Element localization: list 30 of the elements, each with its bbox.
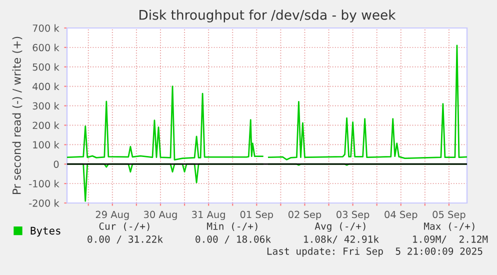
text: Avg (-/+) — [314, 222, 366, 232]
x-tick-label: 05 Sep — [432, 210, 466, 220]
y-tick-label: 100 k — [33, 140, 60, 148]
y-tick-label: -100 k — [29, 180, 60, 188]
y-tick-label: 500 k — [32, 63, 60, 71]
y-tick-label: 600 k — [32, 44, 60, 52]
x-tick-label: 04 Sep — [384, 210, 418, 220]
legend-label: Bytes — [30, 226, 60, 237]
y-axis-title: Pr second read (-) / write (+) — [12, 36, 22, 194]
text: Min (-/+) — [207, 222, 258, 231]
text: Max (-/+) — [424, 222, 474, 231]
x-tick-label: 31 Aug — [192, 210, 225, 220]
text: Cur (-/+) — [99, 222, 150, 231]
y-tick-label: 400 k — [32, 82, 60, 90]
text: 1.09M/ 2.12M — [413, 235, 488, 244]
y-tick-label: 700 k — [32, 24, 60, 32]
chart-title: Disk throughput for /dev/sda - by week — [140, 10, 396, 22]
x-tick-label: 30 Aug — [144, 210, 177, 220]
x-tick-label: 29 Aug — [96, 210, 129, 220]
text: 0.00 / 18.06k — [196, 235, 271, 244]
y-tick-label: 0 — [54, 160, 59, 168]
text: Last update: Fri Sep 5 21:00:09 2025 — [267, 247, 482, 257]
y-tick-label: -200 k — [29, 199, 60, 207]
x-tick-label: 02 Sep — [288, 210, 322, 220]
x-tick-label: 01 Sep — [240, 210, 274, 220]
y-tick-label: 300 k — [32, 102, 60, 110]
text: 1.08k/ 42.91k — [304, 235, 379, 244]
y-tick-label: 200 k — [32, 122, 60, 130]
text: 0.00 / 31.22k — [88, 235, 163, 244]
x-tick-label: 03 Sep — [336, 210, 370, 220]
